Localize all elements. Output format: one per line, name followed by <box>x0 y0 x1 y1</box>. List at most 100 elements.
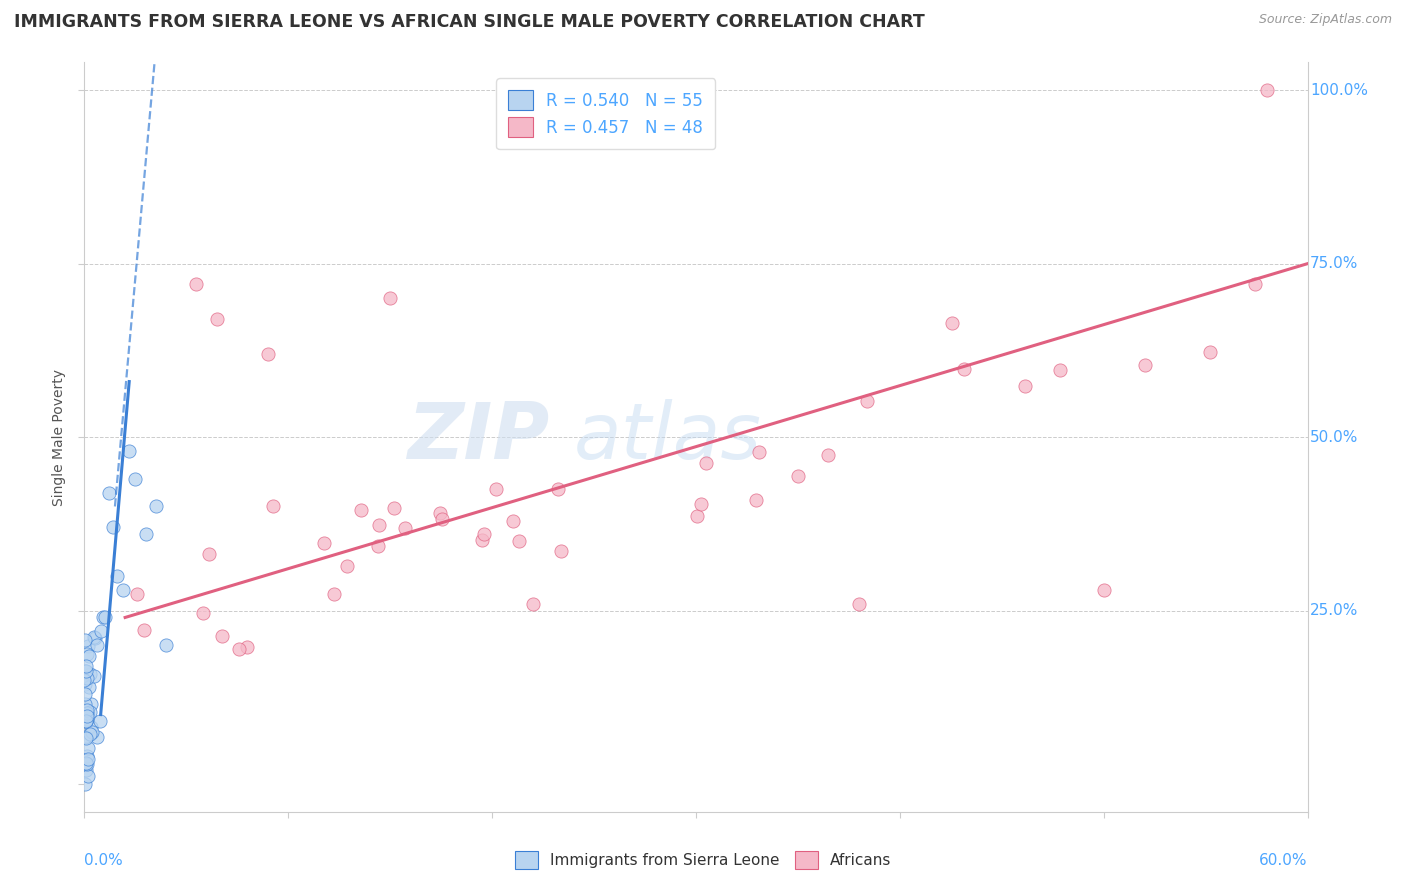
Point <box>748 444 770 458</box>
Point <box>432 512 454 526</box>
Point <box>1243 277 1265 292</box>
Text: Source: ZipAtlas.com: Source: ZipAtlas.com <box>1258 13 1392 27</box>
Point <box>367 539 389 553</box>
Point <box>84 631 107 645</box>
Point <box>953 361 976 376</box>
Point <box>191 607 214 621</box>
Point <box>1014 379 1036 393</box>
Point <box>135 527 157 541</box>
Point <box>205 312 228 326</box>
Text: 75.0%: 75.0% <box>1310 256 1358 271</box>
Point <box>75 658 97 673</box>
Point <box>429 506 451 520</box>
Point <box>73 777 96 791</box>
Text: IMMIGRANTS FROM SIERRA LEONE VS AFRICAN SINGLE MALE POVERTY CORRELATION CHART: IMMIGRANTS FROM SIERRA LEONE VS AFRICAN … <box>14 13 925 31</box>
Text: 25.0%: 25.0% <box>1310 603 1358 618</box>
Point <box>817 448 839 462</box>
Point <box>690 497 713 511</box>
Point <box>1198 344 1220 359</box>
Point <box>197 547 219 561</box>
Point <box>86 730 108 744</box>
Point <box>380 291 402 305</box>
Point <box>76 752 98 766</box>
Text: 50.0%: 50.0% <box>1310 430 1358 444</box>
Point <box>547 483 569 497</box>
Point <box>91 610 114 624</box>
Point <box>155 638 177 652</box>
Point <box>76 703 98 717</box>
Point <box>485 482 508 496</box>
Point <box>75 713 97 727</box>
Point <box>786 469 808 483</box>
Point <box>83 669 105 683</box>
Point <box>1092 582 1115 597</box>
Point <box>336 558 359 573</box>
Point <box>367 518 389 533</box>
Y-axis label: Single Male Poverty: Single Male Poverty <box>52 368 66 506</box>
Point <box>145 500 167 514</box>
Point <box>73 632 96 647</box>
Point <box>76 712 98 726</box>
Point <box>312 535 335 549</box>
Point <box>75 714 97 728</box>
Point <box>105 569 128 583</box>
Point <box>75 686 97 700</box>
Point <box>550 544 572 558</box>
Point <box>257 347 280 361</box>
Point <box>73 664 96 678</box>
Point <box>745 493 768 508</box>
Point <box>76 706 98 721</box>
Point <box>382 501 405 516</box>
Point <box>508 533 530 548</box>
Point <box>79 667 101 681</box>
Point <box>77 680 100 694</box>
Point <box>79 721 101 735</box>
Point <box>1256 83 1278 97</box>
Point <box>394 521 416 535</box>
Point <box>75 714 97 728</box>
Point <box>76 639 98 653</box>
Text: 100.0%: 100.0% <box>1310 83 1368 98</box>
Point <box>1135 358 1157 372</box>
Point <box>186 277 208 292</box>
Point <box>77 648 100 663</box>
Legend: R = 0.540   N = 55, R = 0.457   N = 48: R = 0.540 N = 55, R = 0.457 N = 48 <box>496 78 714 149</box>
Legend: Immigrants from Sierra Leone, Africans: Immigrants from Sierra Leone, Africans <box>509 845 897 875</box>
Point <box>76 648 98 662</box>
Point <box>1049 363 1071 377</box>
Point <box>522 597 544 611</box>
Text: atlas: atlas <box>574 399 762 475</box>
Point <box>93 610 115 624</box>
Point <box>75 730 97 744</box>
Point <box>125 587 148 601</box>
Point <box>228 641 250 656</box>
Point <box>80 697 103 711</box>
Point <box>323 587 346 601</box>
Point <box>848 597 870 611</box>
Point <box>76 706 98 721</box>
Point <box>90 624 112 639</box>
Point <box>262 500 284 514</box>
Point <box>97 485 120 500</box>
Point <box>83 630 105 644</box>
Point <box>134 623 156 637</box>
Point <box>112 582 135 597</box>
Point <box>75 697 97 711</box>
Point <box>77 769 100 783</box>
Point <box>471 533 494 548</box>
Point <box>75 731 97 745</box>
Point <box>211 629 233 643</box>
Point <box>118 444 141 458</box>
Point <box>80 724 103 739</box>
Point <box>79 705 101 719</box>
Point <box>350 503 373 517</box>
Text: 0.0%: 0.0% <box>84 853 124 868</box>
Point <box>695 456 717 470</box>
Point <box>472 527 495 541</box>
Point <box>89 714 111 728</box>
Point <box>76 708 98 723</box>
Point <box>686 508 709 523</box>
Point <box>86 638 108 652</box>
Point <box>75 756 97 770</box>
Point <box>855 394 877 409</box>
